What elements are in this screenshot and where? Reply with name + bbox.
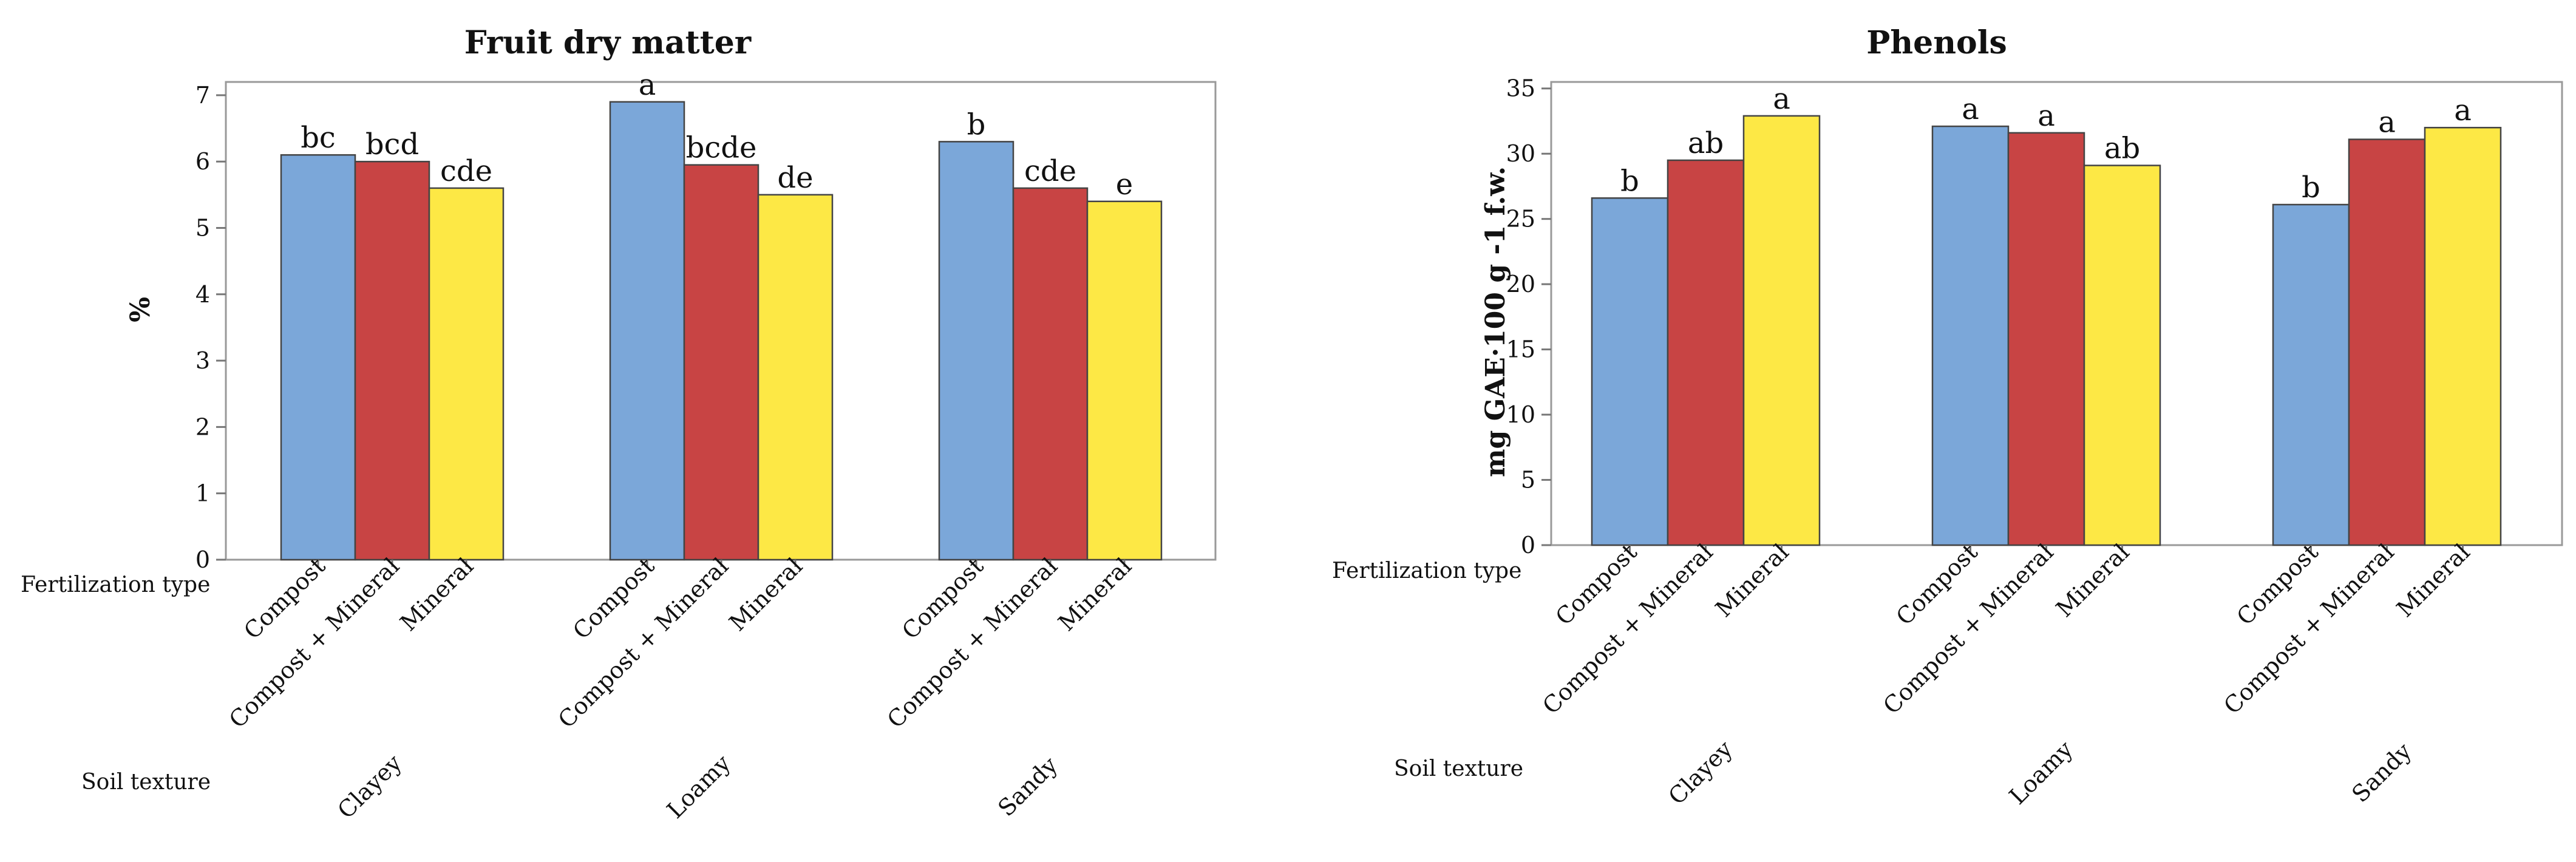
bar xyxy=(354,160,430,561)
x-category-label: Mineral xyxy=(395,552,478,636)
bar xyxy=(2083,165,2161,546)
soil-texture-label: Clayey xyxy=(333,749,407,824)
y-tick-label: 25 xyxy=(1506,206,1535,232)
bars: b ab a a a ab b a a xyxy=(1591,82,2502,546)
bar-significance-label: b xyxy=(967,107,986,141)
bar-significance-label: b xyxy=(2302,171,2320,205)
y-tick-label: 35 xyxy=(1506,75,1535,102)
x-category-label: Mineral xyxy=(1053,552,1137,636)
soil-texture-label: Loamy xyxy=(2004,736,2078,810)
y-tick-label: 2 xyxy=(195,413,210,440)
bar-significance-label: de xyxy=(777,161,813,195)
bar-significance-label: cde xyxy=(440,154,492,188)
bar xyxy=(2272,203,2350,546)
x-category-label: Mineral xyxy=(2051,538,2135,622)
x-category-label: Mineral xyxy=(1710,538,1794,622)
y-tick-label: 3 xyxy=(195,347,210,374)
bar-significance-label: b xyxy=(1620,164,1639,198)
soil-texture-label: Clayey xyxy=(1664,735,1738,810)
row-label-soil: Soil texture xyxy=(81,770,211,795)
soil-texture-label: Sandy xyxy=(993,752,1063,822)
bar xyxy=(609,101,685,561)
bar xyxy=(1086,200,1163,561)
y-axis-label: % xyxy=(125,297,156,322)
y-tick-label: 4 xyxy=(195,281,210,308)
bar-significance-label: bc xyxy=(301,121,336,155)
bar xyxy=(1931,125,2010,546)
y-axis-label: mg GAE·100 g -1 f.w. xyxy=(1480,166,1511,477)
y-tick-label: 1 xyxy=(195,480,210,507)
y-tick-label: 0 xyxy=(1521,532,1535,558)
bar-significance-label: a xyxy=(2037,99,2055,133)
row-label-fertilization: Fertilization type xyxy=(21,572,210,597)
bar-significance-label: a xyxy=(1773,82,1790,116)
bar xyxy=(428,187,505,561)
bar xyxy=(938,141,1014,561)
row-label-fertilization: Fertilization type xyxy=(1332,558,1521,583)
x-category-label: Mineral xyxy=(724,552,807,636)
chart-phenols: Phenols mg GAE·100 g -1 f.w. 0 5 10 15 20 25 3… xyxy=(1332,24,2563,810)
x-category-label: Mineral xyxy=(2391,538,2475,622)
soil-texture-label: Sandy xyxy=(2347,738,2417,808)
bar-significance-label: a xyxy=(1962,92,1979,126)
bar-significance-label: a xyxy=(2454,93,2472,127)
bar xyxy=(1667,159,1745,546)
bar-significance-label: cde xyxy=(1024,154,1076,188)
y-tick-label: 6 xyxy=(195,148,210,175)
y-tick-label: 15 xyxy=(1506,336,1535,363)
chart-title: Fruit dry matter xyxy=(464,24,752,61)
bar-significance-label: bcde xyxy=(686,131,757,165)
bar xyxy=(1742,115,1821,546)
chart-title: Phenols xyxy=(1866,24,2007,61)
bar xyxy=(1012,187,1089,561)
bar-significance-label: e xyxy=(1116,168,1133,202)
row-label-soil: Soil texture xyxy=(1394,756,1523,781)
bar-significance-label: bcd xyxy=(365,127,419,161)
bar xyxy=(2424,126,2502,546)
bar xyxy=(2007,132,2085,546)
y-tick-label: 5 xyxy=(1521,467,1535,494)
y-tick-label: 7 xyxy=(195,82,210,109)
bar-significance-label: a xyxy=(2378,106,2396,140)
y-tick-label: 5 xyxy=(195,214,210,241)
bar-significance-label: a xyxy=(639,68,656,102)
y-tick-label: 0 xyxy=(195,546,210,573)
bar xyxy=(2348,138,2426,546)
y-tick-label: 10 xyxy=(1506,401,1535,428)
soil-texture-label: Loamy xyxy=(662,750,736,824)
bar xyxy=(683,164,760,561)
y-tick-label: 20 xyxy=(1506,271,1535,297)
y-axis: 0 1 2 3 4 5 6 7 xyxy=(195,82,226,573)
y-axis: 0 5 10 15 20 25 30 35 xyxy=(1506,75,1551,558)
bar-significance-label: ab xyxy=(1688,126,1724,160)
y-tick-label: 30 xyxy=(1506,140,1535,167)
bar xyxy=(280,154,356,561)
bar xyxy=(1591,197,1669,546)
bar xyxy=(757,194,834,561)
bar-significance-label: ab xyxy=(2104,132,2140,166)
